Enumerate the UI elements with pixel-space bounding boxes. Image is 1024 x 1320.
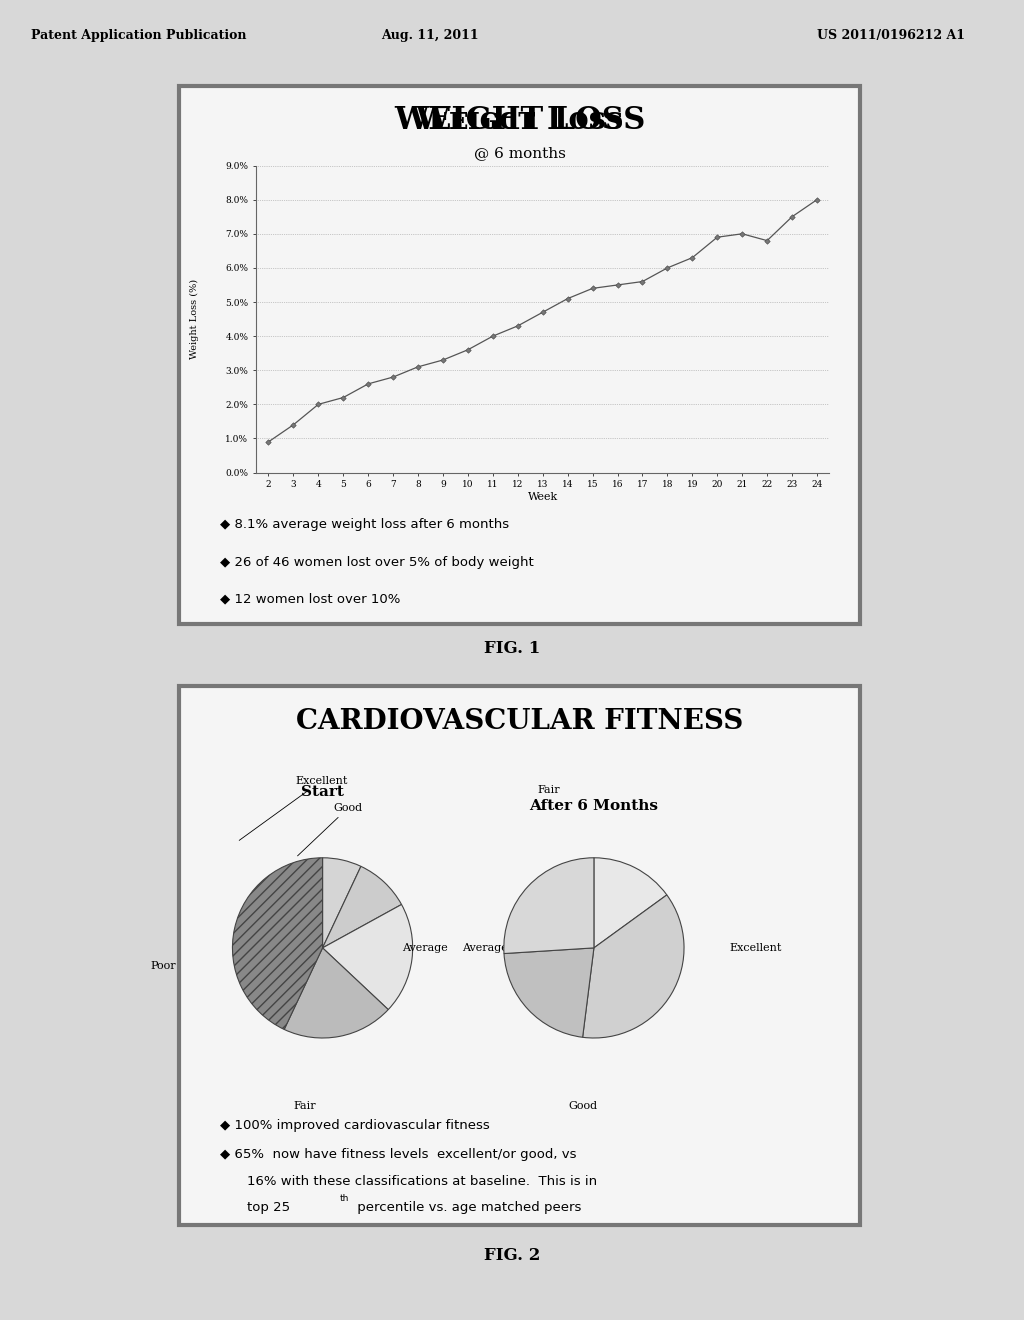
Text: FIG. 1: FIG. 1 <box>484 640 540 657</box>
Wedge shape <box>323 858 360 948</box>
Wedge shape <box>594 858 667 948</box>
Wedge shape <box>285 948 388 1038</box>
Text: th: th <box>339 1193 348 1203</box>
Text: CARDIOVASCULAR FITNESS: CARDIOVASCULAR FITNESS <box>296 708 743 735</box>
Title: Start: Start <box>301 785 344 800</box>
Text: ◆ 65%  now have fitness levels  excellent/or good, vs: ◆ 65% now have fitness levels excellent/… <box>220 1148 577 1162</box>
Text: Poor: Poor <box>151 961 176 972</box>
Text: Wᴇɪɢᴄᴛ Lᴏѕѕ: Wᴇɪɢᴄᴛ Lᴏѕѕ <box>416 106 624 136</box>
Wedge shape <box>323 866 401 948</box>
Text: Good: Good <box>298 803 362 855</box>
Wedge shape <box>323 904 413 1010</box>
Text: US 2011/0196212 A1: US 2011/0196212 A1 <box>817 29 965 42</box>
Text: @ 6 months: @ 6 months <box>474 147 565 160</box>
Text: Average: Average <box>462 942 508 953</box>
Text: Fair: Fair <box>538 784 560 795</box>
Text: 16% with these classifications at baseline.  This is in: 16% with these classifications at baseli… <box>248 1175 597 1188</box>
Text: percentile vs. age matched peers: percentile vs. age matched peers <box>353 1201 582 1214</box>
Text: Aug. 11, 2011: Aug. 11, 2011 <box>381 29 479 42</box>
Text: WEIGHT LOSS: WEIGHT LOSS <box>394 106 645 136</box>
Text: ◆ 100% improved cardiovascular fitness: ◆ 100% improved cardiovascular fitness <box>220 1119 489 1131</box>
Wedge shape <box>504 858 594 953</box>
Text: Good: Good <box>568 1101 597 1111</box>
Wedge shape <box>232 858 323 1030</box>
Text: top 25: top 25 <box>248 1201 291 1214</box>
Wedge shape <box>583 895 684 1038</box>
Text: ◆ 8.1% average weight loss after 6 months: ◆ 8.1% average weight loss after 6 month… <box>220 519 509 531</box>
Title: After 6 Months: After 6 Months <box>529 799 658 813</box>
FancyBboxPatch shape <box>179 86 860 624</box>
Wedge shape <box>504 948 594 1038</box>
Text: Excellent: Excellent <box>729 942 781 953</box>
Text: Fair: Fair <box>293 1101 315 1111</box>
Text: Average: Average <box>401 942 447 953</box>
Text: Excellent: Excellent <box>240 776 348 841</box>
Y-axis label: Weight Loss (%): Weight Loss (%) <box>189 279 199 359</box>
Text: FIG. 2: FIG. 2 <box>483 1247 541 1265</box>
FancyBboxPatch shape <box>179 686 860 1225</box>
Text: ◆ 12 women lost over 10%: ◆ 12 women lost over 10% <box>220 591 400 605</box>
Text: Patent Application Publication: Patent Application Publication <box>31 29 246 42</box>
X-axis label: Week: Week <box>527 492 558 502</box>
Text: ◆ 26 of 46 women lost over 5% of body weight: ◆ 26 of 46 women lost over 5% of body we… <box>220 556 534 569</box>
